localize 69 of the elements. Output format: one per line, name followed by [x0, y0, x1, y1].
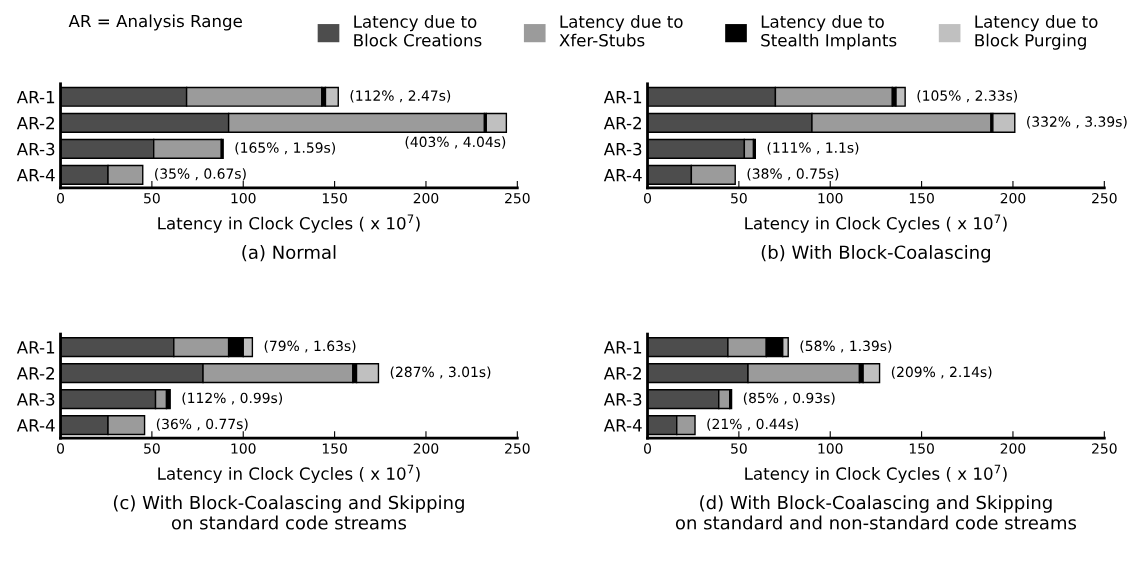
text: (d) With Block-Coalascing and Skipping on standard and non-standard code streams	[675, 495, 1077, 530]
text: (c) With Block-Coalascing and Skipping on standard code streams	[113, 495, 464, 530]
annotation: (21% , 0.44s)	[707, 418, 799, 431]
x-tick-label: 100	[818, 192, 843, 204]
y-tick-label: AR-2	[603, 116, 641, 130]
annotation: (38% , 0.75s)	[747, 168, 839, 181]
x-tick-label: 150	[909, 192, 934, 204]
y-tick-label: AR-4	[16, 419, 55, 432]
annotation: (58% , 1.39s)	[800, 340, 892, 353]
x-tick-label: 50	[731, 443, 747, 454]
legend-label: Latency due to Xfer-Stubs	[559, 15, 683, 47]
x-tick-label: 150	[322, 192, 347, 204]
y-tick-label: AR-1	[603, 91, 642, 104]
text: (b) With Block-Coalascing	[761, 245, 990, 263]
y-tick-label: AR-4	[16, 169, 55, 182]
legend-label: Latency due to Stealth Implants	[761, 15, 897, 50]
x-tick-label: 250	[505, 192, 530, 204]
y-tick-label: AR-3	[603, 393, 642, 406]
annotation: (209% , 2.14s)	[891, 366, 992, 379]
x-tick-label: 0	[57, 192, 65, 204]
annotation: (85% , 0.93s)	[743, 392, 835, 405]
legend-label: Latency due to Block Purging	[975, 15, 1098, 50]
y-tick-label: AR-2	[16, 367, 54, 380]
x-tick-label: 150	[909, 443, 934, 454]
x-axis-title: Latency in Clock Cycles ( x 10$^{7}$)	[745, 464, 1007, 484]
annotation: (112% , 2.47s)	[350, 90, 451, 103]
x-tick-label: 50	[731, 192, 747, 204]
x-tick-label: 100	[231, 443, 256, 454]
x-tick-label: 200	[413, 192, 439, 204]
x-tick-label: 250	[1092, 443, 1117, 454]
x-tick-label: 250	[1092, 192, 1117, 204]
annotation: (112% , 0.99s)	[182, 392, 283, 405]
y-tick-label: AR-1	[16, 91, 55, 104]
annotation: (79% , 1.63s)	[264, 340, 356, 353]
x-tick-label: 200	[1000, 443, 1026, 454]
y-tick-label: AR-4	[603, 169, 642, 182]
x-axis-title: Latency in Clock Cycles ( x 10$^{7}$)	[158, 214, 420, 233]
x-tick-label: 250	[505, 443, 530, 454]
x-tick-label: 200	[413, 443, 439, 454]
y-tick-label: AR-2	[16, 116, 54, 130]
y-tick-label: AR-1	[16, 341, 55, 354]
x-tick-label: 50	[144, 443, 160, 454]
x-axis-title: Latency in Clock Cycles ( x 10$^{7}$)	[745, 214, 1007, 233]
x-tick-label: 200	[1000, 192, 1026, 204]
annotation: (287% , 3.01s)	[390, 366, 491, 379]
x-tick-label: 150	[322, 443, 347, 454]
annotation: (332% , 3.39s)	[1027, 116, 1127, 129]
y-tick-label: AR-4	[603, 419, 642, 432]
x-tick-label: 100	[818, 443, 843, 454]
x-axis-title: Latency in Clock Cycles ( x 10$^{7}$)	[158, 464, 420, 484]
legend-label: Latency due to Block Creations	[354, 15, 482, 47]
y-tick-label: AR-1	[603, 341, 642, 354]
text: AR = Analysis Range	[68, 14, 242, 31]
annotation: (165% , 1.59s)	[235, 142, 336, 155]
y-tick-label: AR-3	[603, 142, 642, 156]
x-tick-label: 0	[57, 443, 65, 454]
y-tick-label: AR-3	[16, 393, 55, 406]
x-tick-label: 0	[644, 192, 652, 204]
x-tick-label: 100	[231, 192, 256, 204]
x-tick-label: 0	[644, 443, 652, 454]
y-tick-label: AR-2	[603, 367, 641, 380]
annotation: (35% , 0.67s)	[155, 168, 246, 181]
y-tick-label: AR-3	[16, 142, 55, 156]
annotation: (105% , 2.33s)	[917, 90, 1018, 103]
annotation: (403% , 4.04s)	[405, 136, 506, 149]
x-tick-label: 50	[144, 192, 160, 204]
text: (a) Normal	[242, 245, 336, 262]
annotation: (111% , 1.1s)	[767, 142, 859, 155]
annotation: (36% , 0.77s)	[156, 418, 248, 431]
